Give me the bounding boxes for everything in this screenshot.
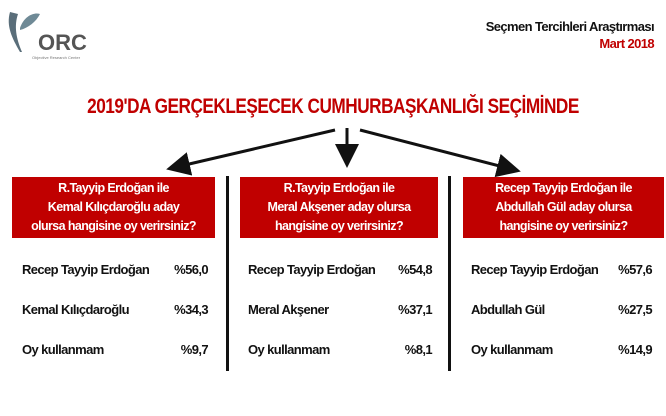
- candidate-label: Recep Tayyip Erdoğan: [22, 262, 150, 277]
- question-line: Abdullah Gül aday olursa: [495, 200, 632, 214]
- question-line: olursa hangisine oy verirsiniz?: [31, 219, 196, 233]
- orc-logo: ORC Objective Research Center: [4, 8, 94, 60]
- question-box: R.Tayyip Erdoğan ile Meral Akşener aday o…: [240, 177, 438, 238]
- survey-date: Mart 2018: [599, 36, 654, 51]
- candidate-percent: %57,6: [618, 262, 652, 277]
- candidate-label: Oy kullanmam: [22, 342, 104, 357]
- candidate-percent: %54,8: [398, 262, 432, 277]
- arrow-right-icon: [359, 128, 521, 178]
- candidate-label: Abdullah Gül: [471, 302, 545, 317]
- question-box: Recep Tayyip Erdoğan ile Abdullah Gül ada…: [463, 177, 664, 238]
- survey-name: Seçmen Tercihleri Araştırması: [485, 19, 655, 34]
- candidate-label: Kemal Kılıçdaroğlu: [22, 302, 130, 317]
- divider: [226, 176, 229, 371]
- question-box: R.Tayyip Erdoğan ile Kemal Kılıçdaroğlu a…: [12, 177, 215, 238]
- candidate-percent: %37,1: [398, 302, 432, 317]
- divider: [448, 176, 451, 371]
- question-line: R.Tayyip Erdoğan ile: [283, 181, 395, 195]
- candidate-label: Meral Akşener: [248, 302, 329, 317]
- question-line: hangisine oy verirsiniz?: [274, 219, 404, 233]
- candidate-label: Recep Tayyip Erdoğan: [471, 262, 599, 277]
- question-line: hangisine oy verirsiniz?: [499, 219, 628, 233]
- leaf-logo-icon: [8, 12, 40, 52]
- candidate-label: Oy kullanmam: [471, 342, 553, 357]
- question-line: Kemal Kılıçdaroğlu aday: [47, 200, 180, 214]
- question-line: R.Tayyip Erdoğan ile: [58, 181, 169, 195]
- candidate-percent: %27,5: [618, 302, 652, 317]
- candidate-percent: %8,1: [404, 342, 433, 357]
- page-title: 2019'DA GERÇEKLEŞECEK CUMHURBAŞKANLIĞI S…: [87, 95, 579, 118]
- candidate-percent: %34,3: [174, 302, 208, 317]
- logo-subtitle: Objective Research Center: [32, 55, 81, 60]
- arrows: [166, 128, 521, 178]
- candidate-label: Recep Tayyip Erdoğan: [248, 262, 376, 277]
- arrow-left-icon: [166, 128, 336, 176]
- logo-text: ORC: [38, 30, 87, 55]
- question-line: Recep Tayyip Erdoğan ile: [495, 181, 632, 195]
- candidate-percent: %9,7: [180, 342, 209, 357]
- candidate-percent: %14,9: [618, 342, 652, 357]
- candidate-label: Oy kullanmam: [248, 342, 330, 357]
- question-line: Meral Akşener aday olursa: [267, 200, 412, 214]
- candidate-percent: %56,0: [174, 262, 208, 277]
